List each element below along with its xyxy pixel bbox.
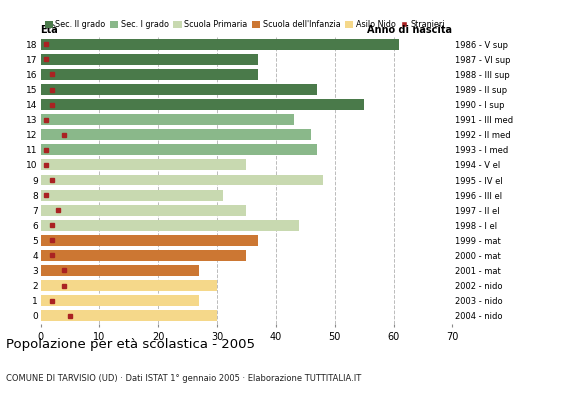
Bar — [41, 144, 317, 155]
Text: COMUNE DI TARVISIO (UD) · Dati ISTAT 1° gennaio 2005 · Elaborazione TUTTITALIA.I: COMUNE DI TARVISIO (UD) · Dati ISTAT 1° … — [6, 374, 361, 383]
Bar — [41, 99, 364, 110]
Bar — [41, 220, 299, 231]
Text: Popolazione per età scolastica - 2005: Popolazione per età scolastica - 2005 — [6, 338, 255, 351]
Bar — [41, 190, 223, 200]
Bar — [41, 69, 258, 80]
Legend: Sec. II grado, Sec. I grado, Scuola Primaria, Scuola dell'Infanzia, Asilo Nido, : Sec. II grado, Sec. I grado, Scuola Prim… — [45, 20, 445, 29]
Bar — [41, 160, 246, 170]
Bar — [41, 265, 200, 276]
Bar — [41, 129, 311, 140]
Bar — [41, 54, 258, 65]
Bar — [41, 235, 258, 246]
Bar — [41, 250, 246, 261]
Bar — [41, 174, 323, 186]
Bar — [41, 84, 317, 95]
Bar — [41, 114, 293, 125]
Text: Anno di nascita: Anno di nascita — [367, 26, 452, 36]
Bar — [41, 280, 217, 291]
Bar — [41, 310, 217, 321]
Bar — [41, 39, 400, 50]
Bar — [41, 295, 200, 306]
Bar — [41, 205, 246, 216]
Text: Età: Età — [41, 26, 59, 36]
